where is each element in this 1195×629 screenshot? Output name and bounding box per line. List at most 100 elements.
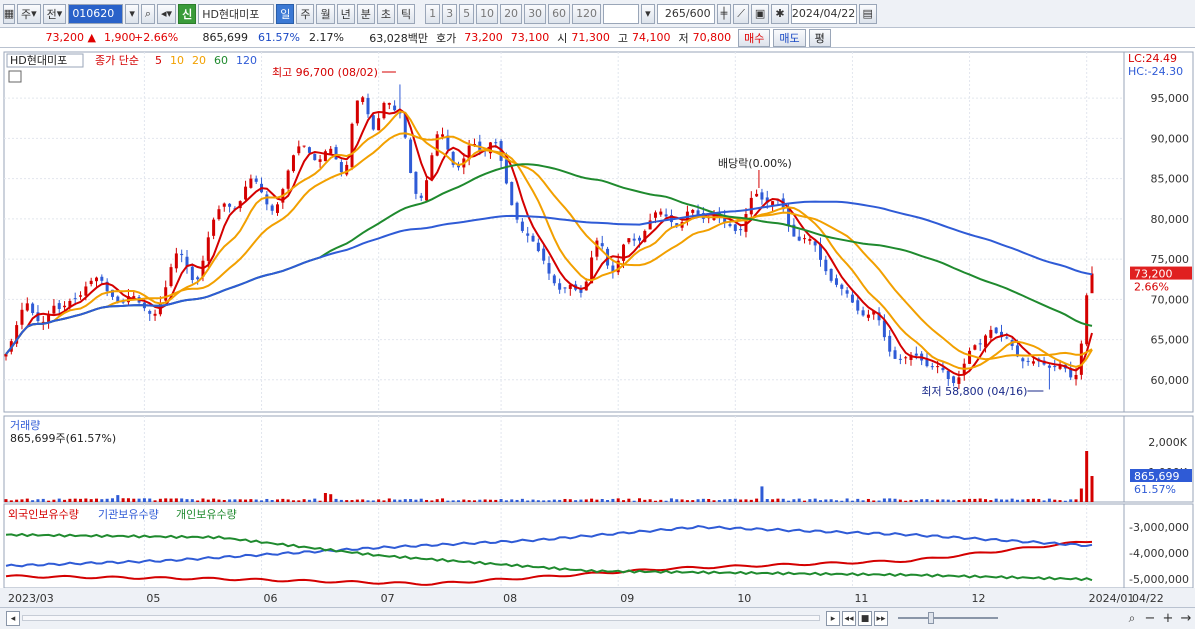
zoom-search-icon[interactable]: ⌕	[1128, 611, 1136, 625]
scroll-bar[interactable]: ◂ ▸ ◂◂ ■ ▸▸ ⌕ − + →	[0, 607, 1195, 629]
date-input[interactable]: 2024/04/22	[790, 3, 857, 24]
candle-body	[824, 259, 828, 272]
holdings-tick: -3,000,000	[1129, 521, 1189, 534]
candle-body	[95, 277, 98, 282]
volume-bar	[1058, 500, 1062, 502]
volume-bar	[249, 499, 253, 502]
count-input[interactable]: 265/600	[656, 3, 715, 24]
sell-button[interactable]: 매도	[773, 28, 806, 47]
volume-bar	[648, 499, 652, 502]
candle-body	[164, 287, 168, 301]
volume-bar	[425, 499, 429, 502]
x-tick-label: 09	[620, 592, 634, 605]
candle-body	[430, 155, 434, 179]
volume-bar	[606, 500, 610, 502]
x-tick-label: 05	[146, 592, 160, 605]
grid-icon[interactable]: ▦	[3, 3, 15, 24]
volume-bar	[132, 498, 136, 502]
volume-tick: 2,000K	[1148, 436, 1187, 449]
stop-icon[interactable]: ■	[858, 611, 872, 626]
ma10-line	[5, 110, 1093, 370]
market-select[interactable]: 주 ▾	[17, 3, 41, 24]
interval-3[interactable]: 3	[442, 3, 458, 24]
stock-chart[interactable]: 2023/0305060708091011122024/0102030404/2…	[0, 48, 1195, 607]
volume-bar	[462, 499, 466, 502]
volume-bar	[989, 500, 993, 502]
candle-body	[882, 320, 886, 338]
save-icon[interactable]: ▣	[750, 3, 770, 24]
trade-amount: 63,028백만	[369, 31, 428, 45]
candle-body	[212, 219, 216, 236]
stock-name-field[interactable]: HD현대미포	[198, 3, 275, 24]
volume-bar	[323, 493, 327, 502]
holdings-tick: -4,000,000	[1129, 547, 1189, 560]
buy-button[interactable]: 매수	[738, 28, 771, 47]
last-price-pct: 2.66%	[1134, 281, 1169, 294]
candle-body	[371, 115, 375, 130]
interval-5[interactable]: 5	[459, 3, 475, 24]
interval-custom-input[interactable]	[603, 3, 640, 24]
y-tick-label: 90,000	[1151, 132, 1190, 145]
interval-1[interactable]: 1	[425, 3, 441, 24]
volume-bar	[515, 499, 519, 502]
first-page-icon[interactable]: ◂◂	[842, 611, 856, 626]
draw-tool-icon[interactable]: ⟋	[733, 3, 749, 24]
scroll-right-icon[interactable]: ▸	[826, 611, 840, 626]
candle-body	[813, 241, 817, 246]
next-page-icon[interactable]: ▸▸	[874, 611, 888, 626]
volume-bar	[914, 500, 918, 502]
volume-bar	[1010, 498, 1014, 502]
volume-bar	[680, 499, 684, 502]
period-minute[interactable]: 분	[356, 3, 375, 24]
volume-bar	[893, 498, 897, 502]
volume-bar	[47, 500, 51, 502]
scroll-left-icon[interactable]: ◂	[6, 611, 20, 626]
volume-bar	[930, 500, 934, 502]
interval-20[interactable]: 20	[500, 3, 523, 24]
zoom-out-icon[interactable]: −	[1144, 611, 1156, 626]
calendar-icon[interactable]: ▤	[858, 3, 877, 24]
speaker-icon[interactable]: ◂▾	[157, 3, 177, 24]
volume-bar	[723, 499, 727, 502]
candle-body	[403, 112, 407, 138]
holdings-legend-0: 외국인보유수량	[8, 508, 79, 521]
interval-120[interactable]: 120	[572, 3, 602, 24]
eval-button[interactable]: 평	[808, 28, 831, 47]
code-dropdown-icon[interactable]: ▾	[125, 3, 139, 24]
period-tick[interactable]: 틱	[396, 3, 416, 24]
ma-legend-120: 120	[236, 54, 257, 67]
stock-code-input[interactable]: 010620	[68, 3, 124, 24]
candle-type-icon[interactable]: ╪	[716, 3, 732, 24]
period-year[interactable]: 년	[336, 3, 355, 24]
prev-button[interactable]: 전 ▾	[42, 3, 67, 24]
gear-icon[interactable]: ✱	[771, 3, 789, 24]
volume-bar	[739, 499, 743, 502]
interval-10[interactable]: 10	[476, 3, 499, 24]
interval-60[interactable]: 60	[548, 3, 571, 24]
candle-body	[254, 178, 258, 182]
candle-body	[169, 267, 173, 286]
candle-body	[265, 194, 269, 205]
search-icon[interactable]: ⌕	[140, 3, 156, 24]
candle-body	[957, 377, 961, 384]
period-second[interactable]: 초	[376, 3, 395, 24]
zoom-in-icon[interactable]: +	[1162, 611, 1174, 626]
candle-body	[318, 159, 322, 162]
high-annotation: 최고 96,700 (08/02)	[272, 66, 378, 79]
volume-bar	[105, 498, 109, 502]
candle-body	[334, 147, 338, 160]
zoom-thumb[interactable]	[928, 612, 934, 624]
period-month[interactable]: 월	[316, 3, 335, 24]
zoom-slider[interactable]	[898, 617, 998, 619]
volume-bar	[291, 500, 295, 502]
volume-bar	[89, 499, 93, 502]
zoom-fit-icon[interactable]: →	[1180, 611, 1192, 626]
scroll-track[interactable]	[22, 615, 820, 621]
period-day[interactable]: 일	[276, 3, 295, 24]
interval-dropdown-icon[interactable]: ▾	[641, 3, 655, 24]
volume-bar	[909, 499, 913, 502]
volume-bar	[829, 499, 833, 502]
interval-30[interactable]: 30	[524, 3, 547, 24]
period-week[interactable]: 주	[296, 3, 315, 24]
candle-body	[861, 310, 865, 316]
